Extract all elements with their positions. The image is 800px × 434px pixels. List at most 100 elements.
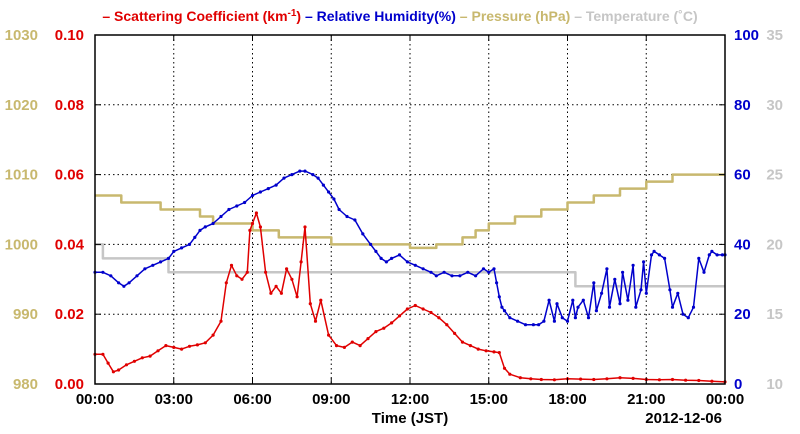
relative-humidity-point (537, 323, 541, 327)
legend-entry-relative-humidity: – Relative Humidity(%) (301, 8, 456, 24)
scattering-coefficient-point (274, 284, 278, 288)
scattering-coefficient-point (382, 326, 386, 330)
scattering-coefficient-point (476, 347, 480, 351)
scattering-coefficient-point (508, 372, 512, 376)
humidity-tick-label: 60 (734, 167, 751, 184)
legend-entry-temperature-c: – Temperature (˚C) (570, 8, 697, 24)
scattering-coefficient-point (313, 319, 318, 323)
scattering-coefficient-point (264, 270, 268, 274)
relative-humidity-point (542, 319, 546, 323)
relative-humidity-point (180, 246, 184, 250)
scattering-coefficient-point (437, 316, 441, 320)
relative-humidity-point (710, 249, 714, 253)
scattering-coefficient-point (258, 225, 262, 229)
scattering-coefficient-point (235, 274, 239, 278)
scattering-coefficient-point (285, 267, 289, 271)
scattering-coefficient-point (618, 376, 622, 380)
relative-humidity-point (258, 190, 262, 194)
relative-humidity-point (282, 176, 286, 180)
ticks: 00:00 03:00 06:00 09:00 12:00 15:00 18:00 21:00… (5, 27, 783, 408)
legend: – Scattering Coefficient (km-1) – Relati… (102, 8, 697, 25)
scattering-coefficient-point (250, 221, 255, 226)
relative-humidity-point (707, 253, 711, 257)
relative-humidity-point (474, 274, 478, 278)
scattering-coefficient-point (350, 340, 354, 344)
relative-humidity-point (508, 316, 512, 320)
relative-humidity-point (117, 281, 121, 285)
relative-humidity-point (502, 309, 507, 313)
relative-humidity-point (621, 270, 625, 274)
relative-humidity-point (487, 270, 491, 274)
relative-humidity-point (663, 256, 667, 260)
scattering-coefficient-point (684, 378, 688, 382)
humidity-tick-label: 100 (734, 27, 759, 44)
scattering-coefficient-point (502, 366, 507, 370)
relative-humidity-point (681, 312, 685, 316)
scattering-coefficient-point (460, 340, 465, 344)
scattering-coefficient-point (245, 270, 249, 274)
relative-humidity-point (127, 281, 131, 285)
relative-humidity-point (691, 305, 696, 309)
relative-humidity-point (243, 200, 247, 205)
legend-entry-pressure-hpa: – Pressure (hPa) (456, 8, 570, 24)
scattering-coefficient-point (334, 344, 339, 348)
relative-humidity-point (390, 256, 394, 260)
relative-humidity-point (442, 270, 446, 274)
relative-humidity-point (581, 298, 585, 302)
x-tick-label: 21:00 (627, 391, 665, 408)
relative-humidity-point (565, 319, 570, 323)
relative-humidity-point (642, 260, 646, 264)
x-tick-label: 03:00 (155, 391, 193, 408)
relative-humidity-point (151, 263, 155, 267)
scattering-coefficient-point (366, 337, 370, 341)
relative-humidity-point (405, 260, 409, 264)
scattering-coefficient-point (148, 354, 152, 358)
temperature-tick-label: 15 (766, 306, 783, 323)
scattering-coefficient-point (101, 352, 105, 356)
relative-humidity-point (193, 235, 197, 239)
scattering-tick-label: 0.04 (55, 236, 85, 253)
relative-humidity-point (198, 228, 202, 232)
scattering-coefficient-point (295, 295, 299, 299)
relative-humidity-point (516, 319, 520, 323)
relative-humidity-point (166, 256, 171, 260)
relative-humidity-point (670, 305, 675, 309)
relative-humidity-point (523, 323, 528, 327)
humidity-tick-label: 0 (734, 376, 742, 393)
relative-humidity-point (172, 249, 176, 253)
relative-humidity-point (686, 316, 690, 320)
scattering-coefficient-point (132, 359, 136, 363)
relative-humidity-point (321, 183, 325, 187)
relative-humidity-point (266, 187, 270, 191)
temperature-tick-label: 20 (766, 236, 783, 253)
relative-humidity-point (361, 232, 365, 236)
scattering-coefficient-point (697, 378, 701, 383)
relative-humidity-point (227, 207, 231, 212)
relative-humidity-point (429, 270, 433, 274)
temperature-line (95, 243, 725, 288)
scattering-coefficient-point (327, 333, 331, 337)
relative-humidity-point (631, 263, 635, 267)
relative-humidity-point (379, 256, 383, 260)
relative-humidity-point (657, 253, 662, 257)
relative-humidity-point (547, 298, 551, 302)
relative-humidity-point (397, 253, 402, 257)
relative-humidity-point (592, 281, 596, 285)
relative-humidity-point (644, 291, 648, 295)
scattering-coefficient-point (111, 370, 115, 374)
relative-humidity-point (649, 253, 654, 257)
relative-humidity-point (374, 249, 378, 253)
relative-humidity-point (345, 214, 349, 219)
x-tick-label: 18:00 (548, 391, 586, 408)
x-tick-label: 09:00 (312, 391, 350, 408)
relative-humidity-point (219, 214, 223, 219)
scattering-coefficient-point (518, 376, 522, 380)
relative-humidity-point (571, 298, 575, 302)
scattering-coefficient-point (140, 356, 144, 360)
relative-humidity-point (109, 274, 113, 278)
relative-humidity-point (668, 288, 672, 292)
relative-humidity-point (634, 305, 638, 309)
scattering-coefficient-point (117, 368, 121, 372)
pressure-tick-label: 980 (13, 376, 38, 393)
